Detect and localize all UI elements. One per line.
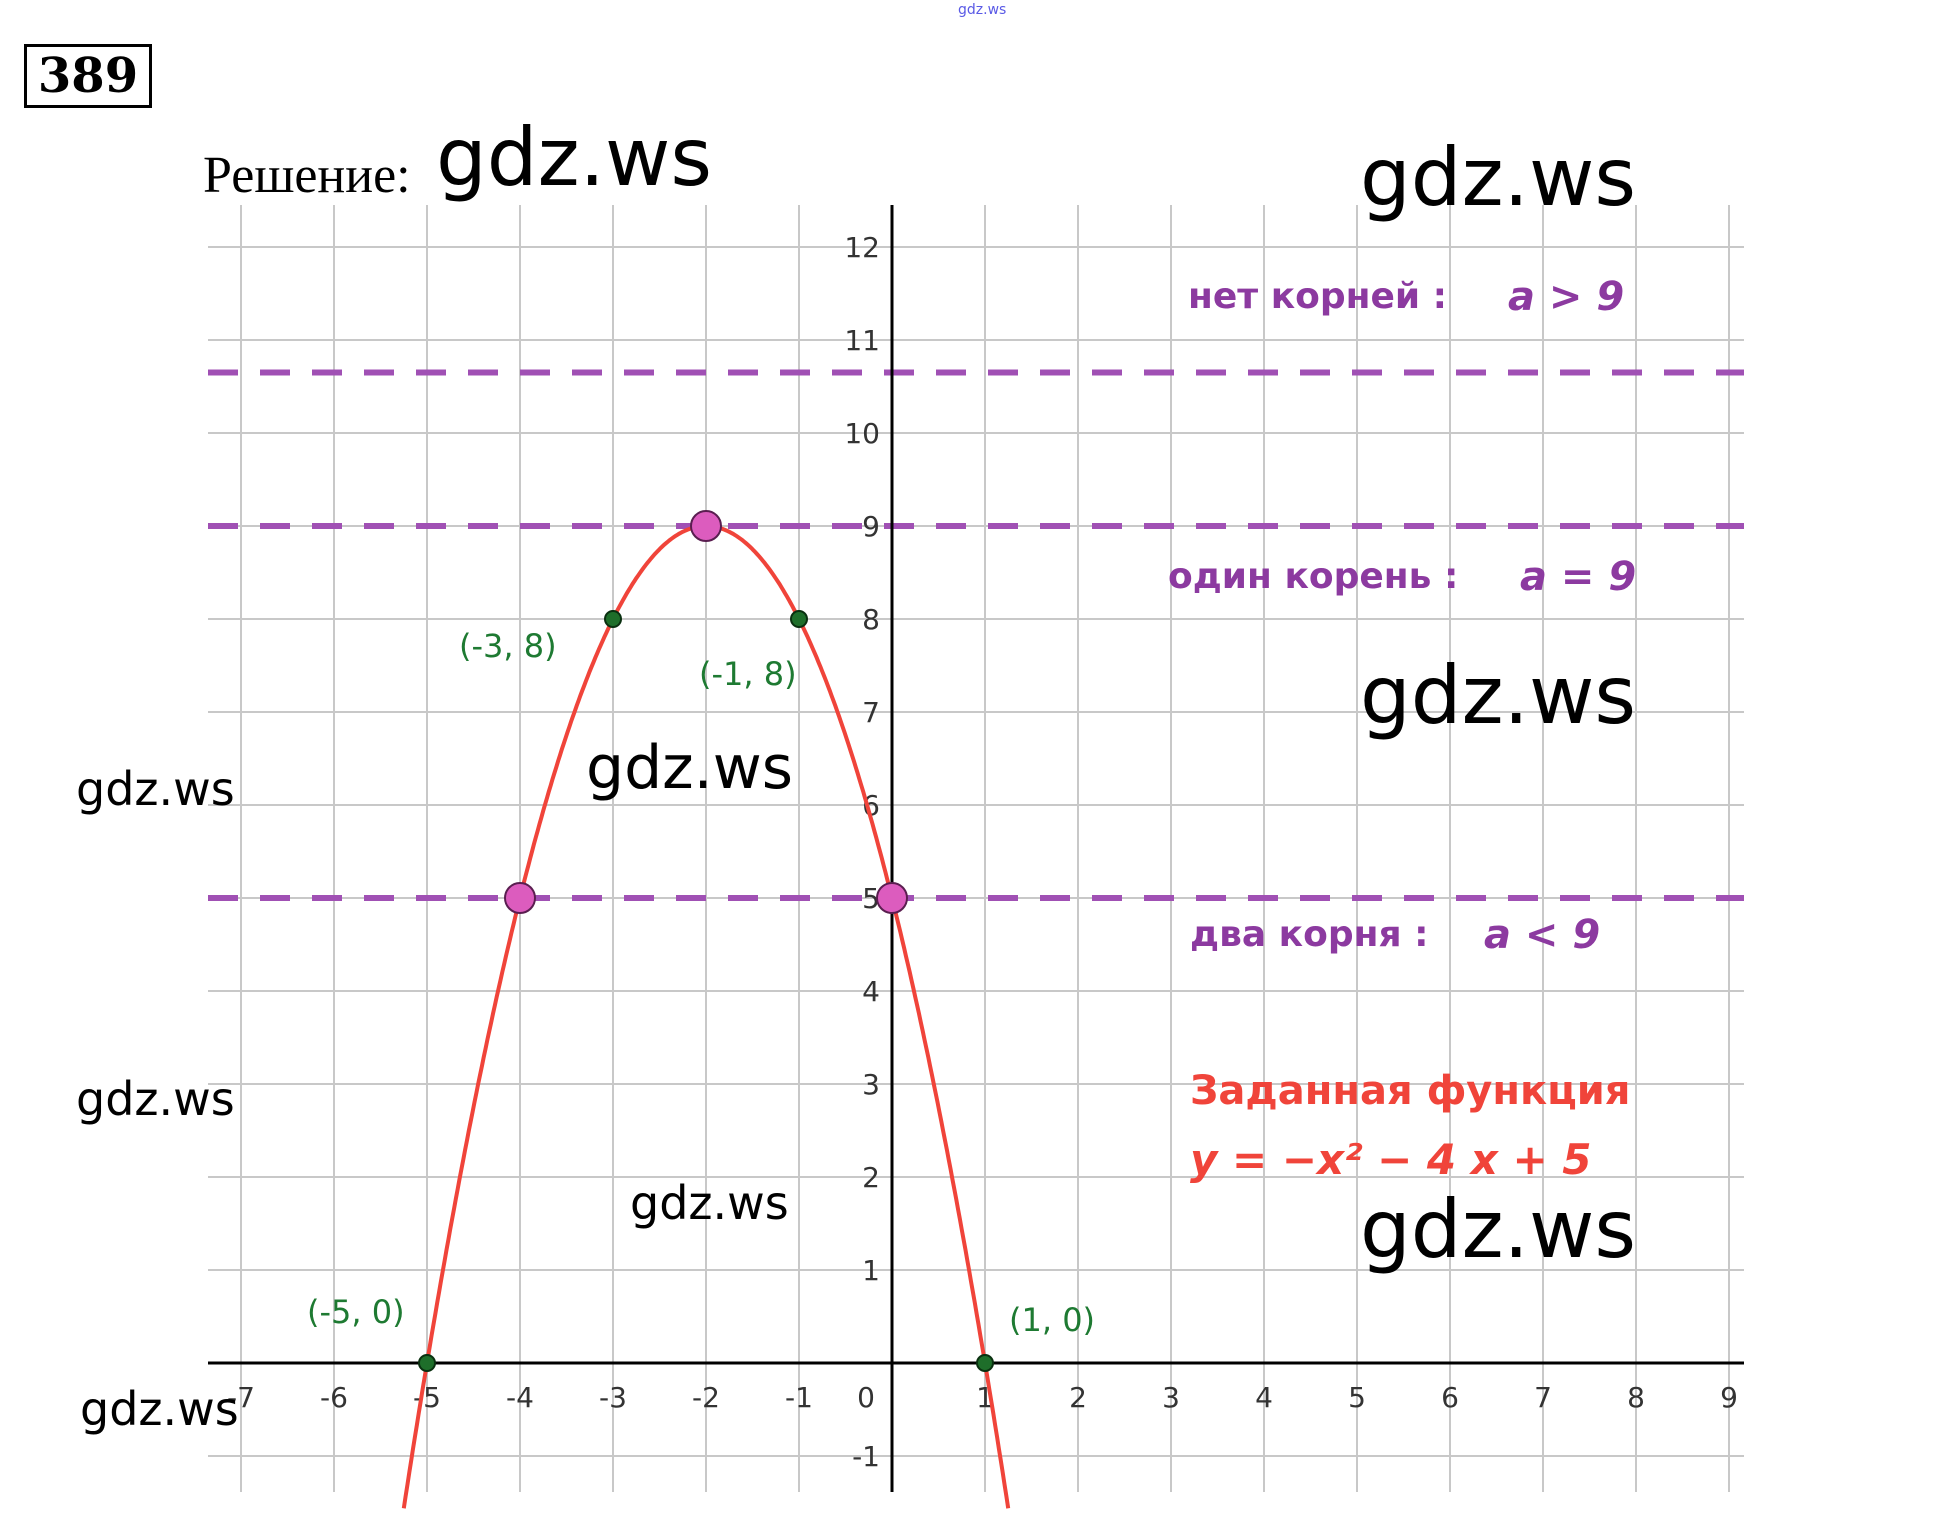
x-tick-label: -3 bbox=[599, 1381, 627, 1414]
watermark: gdz.ws bbox=[76, 1072, 235, 1126]
x-tick-label: 3 bbox=[1162, 1381, 1180, 1414]
function-formula: y = −x² − 4 x + 5 bbox=[1190, 1135, 1592, 1184]
x-tick-label: 5 bbox=[1348, 1381, 1366, 1414]
solution-label: Решение: bbox=[203, 147, 411, 204]
watermark: gdz.ws bbox=[76, 762, 235, 816]
y-tick-label: -1 bbox=[852, 1440, 880, 1473]
function-title: Заданная функция bbox=[1190, 1068, 1631, 1114]
y-tick-label: 11 bbox=[844, 324, 880, 357]
problem-number: 389 bbox=[24, 44, 152, 108]
y-tick-label: 2 bbox=[862, 1161, 880, 1194]
key-point bbox=[604, 610, 622, 628]
x-tick-label: -6 bbox=[320, 1381, 348, 1414]
top-watermark: gdz.ws bbox=[958, 2, 1007, 18]
y-tick-label: 8 bbox=[862, 603, 880, 636]
horizontal-dashed-lines bbox=[208, 369, 1744, 901]
intersection-point bbox=[876, 882, 908, 914]
x-tick-label: 7 bbox=[1534, 1381, 1552, 1414]
watermark: gdz.ws bbox=[630, 1176, 789, 1230]
watermark: gdz.ws bbox=[1360, 131, 1637, 224]
key-point bbox=[418, 1354, 436, 1372]
y-tick-label: 9 bbox=[862, 510, 880, 543]
watermark: gdz.ws bbox=[1360, 649, 1637, 742]
grid bbox=[208, 205, 1744, 1492]
x-tick-label: -1 bbox=[785, 1381, 813, 1414]
x-tick-label: 4 bbox=[1255, 1381, 1273, 1414]
no-roots-label: нет корней : bbox=[1188, 276, 1447, 317]
point-label: (-3, 8) bbox=[459, 627, 557, 665]
tick-labels: -7 -6 -5 -4 -3 -2 -1 0 1 2 3 4 5 6 7 8 9-112345678910111… bbox=[227, 231, 1738, 1473]
points bbox=[418, 510, 994, 1372]
key-point bbox=[976, 1354, 994, 1372]
y-tick-label: 4 bbox=[862, 975, 880, 1008]
two-roots-condition: a < 9 bbox=[1484, 912, 1600, 958]
x-tick-label: 8 bbox=[1627, 1381, 1645, 1414]
x-tick-label: -2 bbox=[692, 1381, 720, 1414]
y-tick-label: 3 bbox=[862, 1068, 880, 1101]
one-root-label: один корень : bbox=[1168, 556, 1458, 597]
point-label: (-5, 0) bbox=[307, 1293, 405, 1331]
watermark: gdz.ws bbox=[436, 111, 713, 204]
x-tick-label: -4 bbox=[506, 1381, 534, 1414]
x-tick-label: 6 bbox=[1441, 1381, 1459, 1414]
point-labels: (-3, 8) (-1, 8) (-5, 0) (1, 0) bbox=[307, 627, 1095, 1339]
no-roots-condition: a > 9 bbox=[1508, 274, 1624, 320]
x-tick-label: 0 bbox=[857, 1381, 875, 1414]
y-tick-label: 5 bbox=[862, 882, 880, 915]
one-root-condition: a = 9 bbox=[1520, 554, 1636, 600]
y-tick-label: 1 bbox=[862, 1254, 880, 1287]
y-tick-label: 7 bbox=[862, 696, 880, 729]
watermark: gdz.ws bbox=[80, 1382, 239, 1436]
y-tick-label: 12 bbox=[844, 231, 880, 264]
intersection-point bbox=[690, 510, 722, 542]
two-roots-label: два корня : bbox=[1190, 914, 1429, 955]
watermark: gdz.ws bbox=[1360, 1183, 1637, 1276]
x-tick-label: -5 bbox=[413, 1381, 441, 1414]
watermark: gdz.ws bbox=[586, 733, 794, 803]
intersection-point bbox=[504, 882, 536, 914]
x-tick-label: 2 bbox=[1069, 1381, 1087, 1414]
point-label: (-1, 8) bbox=[699, 655, 797, 693]
point-label: (1, 0) bbox=[1009, 1301, 1095, 1339]
key-point bbox=[790, 610, 808, 628]
y-tick-label: 10 bbox=[844, 417, 880, 450]
x-tick-label: -7 bbox=[227, 1381, 255, 1414]
x-tick-label: 9 bbox=[1720, 1381, 1738, 1414]
